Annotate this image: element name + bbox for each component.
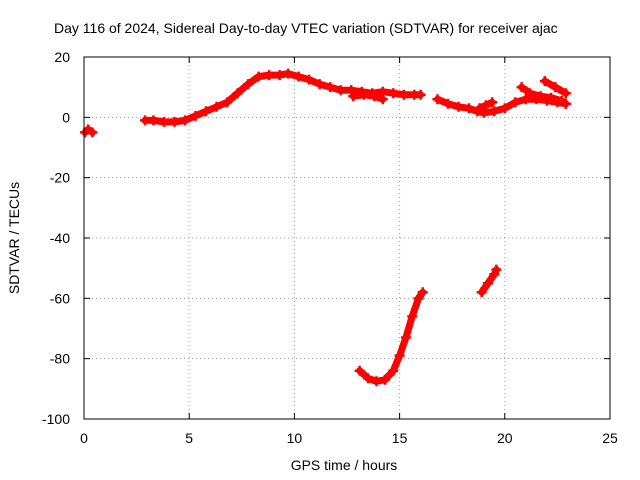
- data-point: [388, 365, 399, 376]
- data-point: [335, 85, 346, 96]
- data-series: [80, 68, 571, 387]
- data-point: [358, 89, 369, 100]
- data-point: [417, 287, 428, 298]
- x-tick-label: 15: [392, 430, 408, 446]
- grid-lines: [84, 57, 610, 419]
- data-point: [264, 70, 275, 81]
- data-point: [516, 82, 527, 93]
- data-point: [169, 116, 180, 127]
- data-point: [190, 110, 201, 121]
- data-point: [222, 97, 233, 108]
- data-point: [274, 70, 285, 81]
- axis-ticks: 0 5 10 15 20 25 -100 -80 -60 -40 -20 0 20: [42, 49, 618, 446]
- data-point: [480, 100, 491, 111]
- data-point: [476, 287, 487, 298]
- y-axis-label: SDTVAR / TECUs: [6, 182, 22, 294]
- data-point: [348, 91, 359, 102]
- y-tick-label: -100: [42, 411, 70, 427]
- data-point: [398, 89, 409, 100]
- data-point: [253, 71, 264, 82]
- data-point: [232, 88, 243, 99]
- data-point: [491, 264, 502, 275]
- data-point: [520, 94, 531, 105]
- data-point: [474, 103, 485, 114]
- x-tick-label: 0: [80, 430, 88, 446]
- data-point: [243, 79, 254, 90]
- x-axis-label: GPS time / hours: [291, 457, 398, 473]
- data-point: [432, 94, 443, 105]
- y-tick-label: -20: [50, 170, 70, 186]
- x-tick-label: 20: [497, 430, 513, 446]
- data-point: [87, 127, 98, 138]
- y-tick-label: -80: [50, 351, 70, 367]
- data-point: [464, 103, 475, 114]
- x-tick-label: 10: [287, 430, 303, 446]
- data-point: [550, 82, 561, 93]
- y-tick-label: 0: [62, 109, 70, 125]
- data-series-line: [349, 91, 387, 103]
- data-point: [325, 82, 336, 93]
- data-point: [283, 68, 294, 79]
- y-tick-label: -40: [50, 230, 70, 246]
- data-point: [546, 92, 557, 103]
- data-point: [363, 373, 374, 384]
- data-point: [400, 332, 411, 343]
- data-point: [535, 91, 546, 102]
- data-point: [179, 115, 190, 126]
- data-point: [499, 103, 510, 114]
- data-point: [442, 98, 453, 109]
- y-tick-label: -60: [50, 290, 70, 306]
- data-point: [407, 311, 418, 322]
- x-tick-label: 25: [602, 430, 618, 446]
- data-point: [453, 101, 464, 112]
- data-point: [369, 91, 380, 102]
- data-point: [158, 116, 169, 127]
- data-series-line: [356, 288, 427, 385]
- data-point: [394, 350, 405, 361]
- data-point: [525, 88, 536, 99]
- data-point: [388, 88, 399, 99]
- data-point: [415, 89, 426, 100]
- data-point: [539, 76, 550, 87]
- data-point: [487, 97, 498, 108]
- data-point: [148, 115, 159, 126]
- data-point: [377, 94, 388, 105]
- data-point: [314, 79, 325, 90]
- data-point: [560, 88, 571, 99]
- data-point: [379, 374, 390, 385]
- data-point: [293, 71, 304, 82]
- data-point: [482, 278, 493, 289]
- y-tick-label: 20: [54, 49, 70, 65]
- data-point: [560, 98, 571, 109]
- data-point: [211, 101, 222, 112]
- data-point: [304, 74, 315, 85]
- chart-title: Day 116 of 2024, Sidereal Day-to-day VTE…: [54, 20, 558, 36]
- data-point: [140, 115, 151, 126]
- data-point: [510, 97, 521, 108]
- data-point: [371, 376, 382, 387]
- data-point: [354, 365, 365, 376]
- plot-frame: [83, 56, 611, 420]
- data-point: [413, 293, 424, 304]
- data-point: [489, 106, 500, 117]
- x-tick-label: 5: [185, 430, 193, 446]
- data-point: [201, 106, 212, 117]
